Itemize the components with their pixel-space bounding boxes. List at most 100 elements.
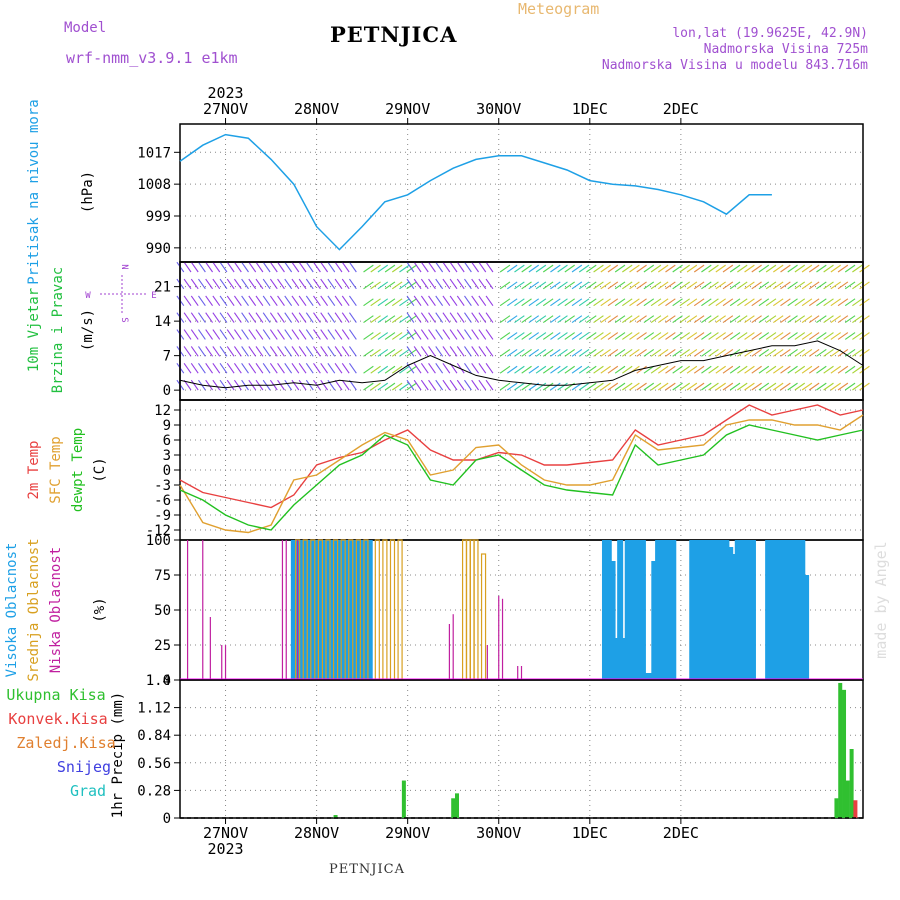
wind-barb xyxy=(550,315,561,324)
wind-barb xyxy=(586,281,597,290)
pressure-unit-label: (hPa) xyxy=(80,171,96,213)
wind-barb xyxy=(816,264,827,273)
temp-unit-label: (C) xyxy=(92,457,108,482)
wind-barb xyxy=(780,348,791,357)
wind-barb xyxy=(269,295,278,307)
wind-barb xyxy=(744,332,755,340)
wind-barb xyxy=(212,295,221,307)
wind-barb xyxy=(686,298,698,307)
wind-barb xyxy=(550,332,561,340)
cloud-bar xyxy=(708,540,715,680)
wind-barb xyxy=(384,281,396,290)
wind-barb xyxy=(571,281,583,290)
wind-barb xyxy=(485,295,494,307)
wind-barb xyxy=(708,315,719,324)
cloud-bar xyxy=(202,540,204,680)
cloud-bar xyxy=(738,540,745,680)
wind-barb xyxy=(737,365,748,374)
wind-barb xyxy=(384,382,396,391)
cloud-bar xyxy=(715,540,722,680)
wind-barb xyxy=(507,264,518,273)
wind-barb xyxy=(744,264,755,273)
cloud-bar xyxy=(281,540,284,680)
wind-barb xyxy=(305,295,314,307)
wind-barb xyxy=(729,298,741,307)
cloud-bar xyxy=(186,540,189,680)
wind-barb xyxy=(464,362,472,374)
wind-barb xyxy=(521,281,532,290)
wind-barb xyxy=(657,382,669,391)
wind-barb xyxy=(722,382,734,391)
wind-barb xyxy=(478,278,487,290)
wind-barb xyxy=(233,261,242,273)
wind-barb xyxy=(593,264,604,273)
cloud-bar xyxy=(693,540,700,680)
wind-barb xyxy=(744,315,755,324)
cloud-bar xyxy=(324,540,331,680)
wind-barb xyxy=(442,312,451,323)
wind-barb xyxy=(334,329,343,340)
wind-barb xyxy=(183,261,192,273)
wind-barb xyxy=(464,295,472,307)
year-label-top: 2023 xyxy=(207,84,243,102)
cloud-bar xyxy=(448,624,451,680)
wind-barb xyxy=(471,312,480,323)
wind-barb xyxy=(528,298,540,307)
wind-barb xyxy=(499,348,511,357)
wind-barb xyxy=(715,348,726,357)
cloud-bar xyxy=(662,540,669,680)
cloud-bar xyxy=(501,598,504,680)
temp-label-2m: 2m Temp xyxy=(26,440,42,499)
wind-barb xyxy=(205,379,214,391)
cloud-bar xyxy=(746,540,753,680)
wind-barb xyxy=(205,295,214,307)
wind-barb xyxy=(190,329,199,340)
wind-barb xyxy=(485,278,494,290)
wind-barb xyxy=(844,332,856,340)
wind-barb xyxy=(859,315,870,324)
wind-barb xyxy=(341,362,350,374)
cloud-bar xyxy=(624,540,631,680)
wind-barb xyxy=(758,298,770,307)
wind-barb xyxy=(765,348,777,357)
wind-barb xyxy=(305,261,314,273)
wind-barb xyxy=(629,315,640,324)
wind-barb xyxy=(787,264,798,273)
wind-barb xyxy=(499,315,511,324)
wind-barb xyxy=(722,264,734,273)
wind-barb xyxy=(391,382,403,391)
cloud-bar xyxy=(355,540,362,680)
wind-barb xyxy=(773,281,784,290)
cloud-bar xyxy=(643,673,650,680)
wind-barb xyxy=(269,329,278,340)
wind-barb xyxy=(614,365,626,374)
wind-barb xyxy=(600,264,611,273)
wind-barb xyxy=(298,261,307,273)
y-tick-label: -12 xyxy=(146,523,171,539)
wind-barb xyxy=(219,295,228,307)
wind-barb xyxy=(464,278,472,290)
wind-barb xyxy=(298,379,307,391)
wind-barb xyxy=(622,348,633,357)
wind-barb xyxy=(729,332,741,340)
wind-label-2: Brzina i Pravac xyxy=(50,267,66,393)
wind-barb xyxy=(442,261,451,273)
wind-barb xyxy=(334,295,343,307)
wind-barb xyxy=(327,312,336,323)
wind-barb xyxy=(701,382,712,391)
wind-barb xyxy=(535,365,547,374)
wind-barb xyxy=(471,379,480,391)
wind-barb xyxy=(183,312,192,323)
pressure-frame xyxy=(179,123,864,263)
cloud-bar xyxy=(317,540,324,680)
wind-barb xyxy=(535,298,547,307)
cloud-panel: 0 25 50 75 100 xyxy=(146,533,864,689)
y-tick-label: 999 xyxy=(146,209,171,225)
cloud-bar xyxy=(340,540,347,680)
wind-barb xyxy=(722,281,734,290)
cloud-bar xyxy=(647,673,654,680)
wind-barb xyxy=(657,365,669,374)
wind-barb xyxy=(190,261,199,273)
wind-barb xyxy=(852,281,863,290)
wind-barb xyxy=(435,295,444,307)
